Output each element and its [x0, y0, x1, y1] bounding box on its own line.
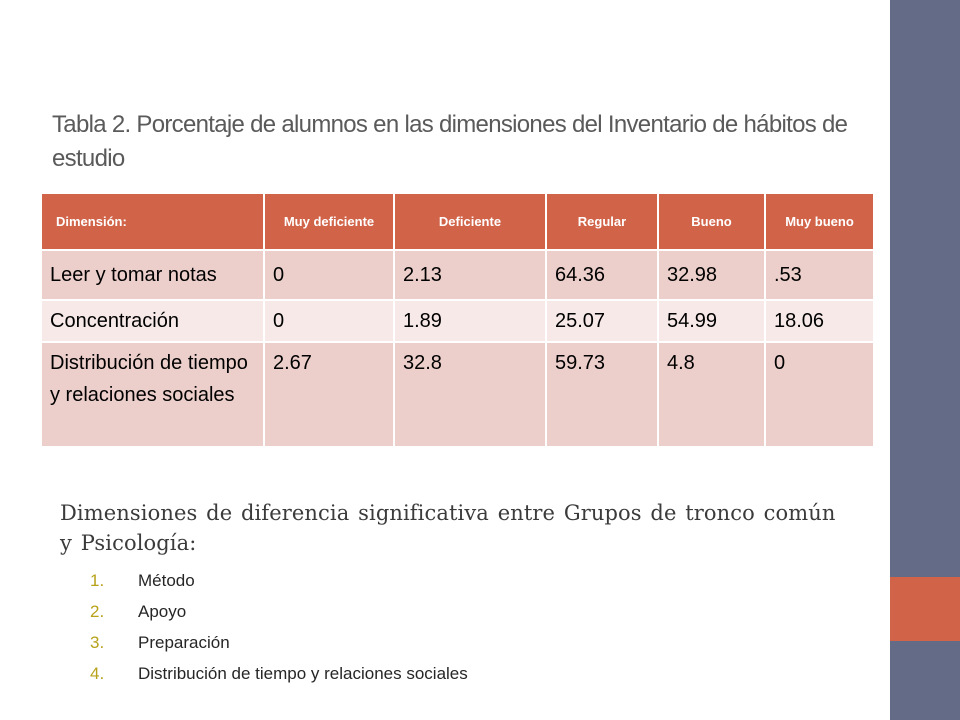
table-row: Distribución de tiempo y relaciones soci… — [42, 341, 873, 446]
list-text: Preparación — [138, 633, 230, 652]
table-cell: 64.36 — [546, 249, 659, 300]
list-number: 1. — [90, 571, 105, 590]
table-cell: 0 — [765, 341, 873, 446]
table-cell: Leer y tomar notas — [42, 249, 265, 300]
header-dimension: Dimensión: — [42, 194, 265, 250]
list-text: Método — [138, 571, 195, 590]
table-row: Leer y tomar notas 0 2.13 64.36 32.98 .5… — [42, 249, 873, 300]
list-number: 2. — [90, 602, 105, 621]
table-cell: 2.67 — [264, 341, 395, 446]
table-row: Concentración 0 1.89 25.07 54.99 18.06 — [42, 299, 873, 342]
table-cell: 25.07 — [546, 299, 659, 342]
header-muy-bueno: Muy bueno — [765, 194, 873, 250]
table-cell: 0 — [264, 249, 395, 300]
list-item: 1. Método — [90, 565, 468, 596]
header-muy-deficiente: Muy deficiente — [264, 194, 395, 250]
table-cell: 1.89 — [394, 299, 547, 342]
table-cell: 2.13 — [394, 249, 547, 300]
sidebar-accent-block — [890, 577, 960, 641]
table-cell: Distribución de tiempo y relaciones soci… — [42, 341, 265, 446]
table-header-row: Dimensión: Muy deficiente Deficiente Reg… — [42, 194, 873, 250]
table-cell: 18.06 — [765, 299, 873, 342]
header-bueno: Bueno — [658, 194, 766, 250]
table-cell: 32.98 — [658, 249, 766, 300]
table-cell: 54.99 — [658, 299, 766, 342]
list-item: 2. Apoyo — [90, 596, 468, 627]
subtitle-text: Dimensiones de diferencia significativa … — [60, 501, 836, 555]
list-text: Distribución de tiempo y relaciones soci… — [138, 664, 468, 683]
table-cell: 0 — [264, 299, 395, 342]
table-cell: 4.8 — [658, 341, 766, 446]
list-number: 4. — [90, 664, 105, 683]
list-number: 3. — [90, 633, 105, 652]
table-cell: .53 — [765, 249, 873, 300]
data-table: Dimensión: Muy deficiente Deficiente Reg… — [42, 194, 873, 446]
table-cell: Concentración — [42, 299, 265, 342]
header-regular: Regular — [546, 194, 659, 250]
list-item: 3. Preparación — [90, 627, 468, 658]
dimension-list: 1. Método 2. Apoyo 3. Preparación 4. Dis… — [90, 565, 468, 689]
list-text: Apoyo — [138, 602, 187, 621]
table-cell: 59.73 — [546, 341, 659, 446]
slide-title: Tabla 2. Porcentaje de alumnos en las di… — [52, 111, 848, 172]
table-cell: 32.8 — [394, 341, 547, 446]
list-item: 4. Distribución de tiempo y relaciones s… — [90, 658, 468, 689]
header-deficiente: Deficiente — [394, 194, 547, 250]
